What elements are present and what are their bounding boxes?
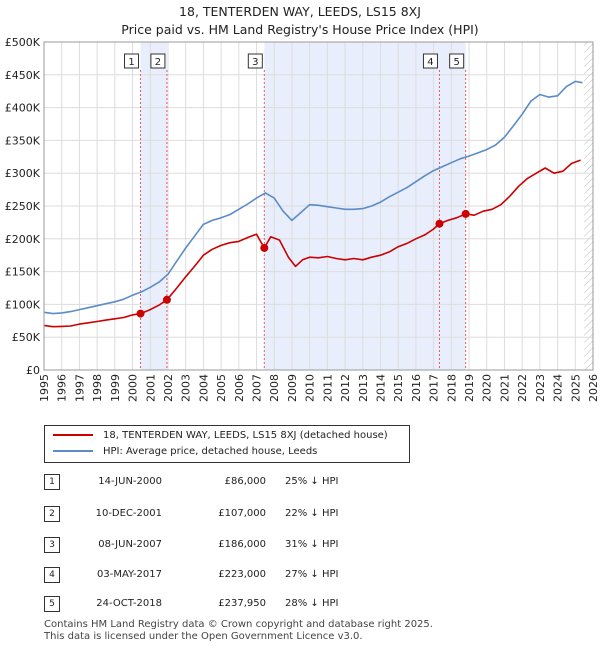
sale-hpi-diff: 25% ↓ HPI <box>285 476 339 487</box>
sale-marker-label: 4 <box>427 57 433 68</box>
sale-row: 3 08-JUN-2007 £186,000 31% ↓ HPI <box>0 537 600 553</box>
sale-date: 24-OCT-2018 <box>96 598 162 609</box>
sale-row: 1 14-JUN-2000 £86,000 25% ↓ HPI <box>0 474 600 490</box>
sale-price: £237,950 <box>218 598 266 609</box>
sale-point <box>260 243 269 252</box>
footer-copyright: Contains HM Land Registry data © Crown c… <box>44 619 433 630</box>
x-tick-label: 2008 <box>268 374 281 402</box>
x-tick-label: 2014 <box>374 374 387 402</box>
sale-number-badge: 4 <box>44 567 60 583</box>
sale-marker-label: 3 <box>252 57 258 68</box>
x-tick-label: 2026 <box>587 374 600 402</box>
hpi-line <box>43 80 583 315</box>
sale-number-badge: 2 <box>44 506 60 522</box>
x-tick-label: 2010 <box>304 374 317 402</box>
sale-number-badge: 1 <box>44 474 60 490</box>
x-tick-label: 2004 <box>197 374 210 402</box>
x-tick-label: 2013 <box>357 374 370 402</box>
y-tick-label: £300K <box>5 167 41 180</box>
y-tick-label: £400K <box>5 102 41 115</box>
x-tick-label: 2000 <box>127 374 140 402</box>
x-tick-label: 2001 <box>144 374 157 402</box>
y-tick-label: £200K <box>5 233 41 246</box>
sale-date: 03-MAY-2017 <box>96 569 162 580</box>
x-tick-label: 2015 <box>392 374 405 402</box>
legend-label-property: 18, TENTERDEN WAY, LEEDS, LS15 8XJ (deta… <box>103 430 388 441</box>
x-tick-label: 2021 <box>498 374 511 402</box>
x-tick-label: 1997 <box>73 374 86 402</box>
x-tick-label: 2022 <box>516 374 529 402</box>
sale-row: 5 24-OCT-2018 £237,950 28% ↓ HPI <box>0 596 600 612</box>
footer: Contains HM Land Registry data © Crown c… <box>44 619 433 643</box>
price-chart: 1 2 3 4 5 £0 £50K £100K £150K £200K £250K £300K £35… <box>5 36 600 402</box>
y-tick-label: £0 <box>26 364 40 377</box>
footer-licence: This data is licensed under the Open Gov… <box>44 631 363 642</box>
plot-frame <box>43 41 594 371</box>
sale-point <box>136 309 145 318</box>
y-tick-label: £500K <box>5 36 41 49</box>
legend-swatch-hpi <box>53 450 93 452</box>
sale-hpi-diff: 27% ↓ HPI <box>285 569 339 580</box>
x-tick-label: 1998 <box>91 374 104 402</box>
sale-marker-badge <box>449 53 465 69</box>
sale-marker-label: 2 <box>155 57 161 68</box>
sale-number-badge: 5 <box>44 596 60 612</box>
sale-point <box>461 209 470 218</box>
sale-date: 10-DEC-2001 <box>95 508 162 519</box>
x-tick-label: 2009 <box>286 374 299 402</box>
x-tick-label: 1999 <box>109 374 122 402</box>
sale-marker-badge <box>247 53 263 69</box>
sale-point <box>162 295 171 304</box>
x-tick-label: 2011 <box>321 374 334 402</box>
legend-swatch-property <box>53 434 93 436</box>
sale-marker-label: 1 <box>128 57 134 68</box>
x-tick-label: 2025 <box>569 374 582 402</box>
sale-marker-badge <box>150 53 166 69</box>
x-tick-label: 2005 <box>215 374 228 402</box>
y-tick-label: £100K <box>5 298 41 311</box>
x-tick-label: 2017 <box>428 374 441 402</box>
sale-marker-badge <box>422 53 438 69</box>
sale-marker-badge <box>124 53 140 69</box>
x-tick-label: 2006 <box>233 374 246 402</box>
x-tick-label: 2020 <box>481 374 494 402</box>
y-tick-label: £350K <box>5 134 41 147</box>
x-tick-label: 1996 <box>56 374 69 402</box>
x-tick-label: 2023 <box>534 374 547 402</box>
sale-hpi-diff: 22% ↓ HPI <box>285 508 339 519</box>
legend-item-property: 18, TENTERDEN WAY, LEEDS, LS15 8XJ (deta… <box>53 429 388 443</box>
sale-row: 2 10-DEC-2001 £107,000 22% ↓ HPI <box>0 506 600 522</box>
x-tick-label: 2019 <box>463 374 476 402</box>
x-tick-label: 2018 <box>445 374 458 402</box>
sale-price: £86,000 <box>224 476 266 487</box>
legend-label-hpi: HPI: Average price, detached house, Leed… <box>103 446 318 457</box>
x-tick-label: 2016 <box>410 374 423 402</box>
legend-item-hpi: HPI: Average price, detached house, Leed… <box>53 445 317 459</box>
sale-price: £107,000 <box>218 508 266 519</box>
x-tick-label: 2024 <box>552 374 565 402</box>
sale-row: 4 03-MAY-2017 £223,000 27% ↓ HPI <box>0 567 600 583</box>
property-price-line <box>43 159 581 328</box>
sale-point <box>435 219 444 228</box>
chart-subtitle: Price paid vs. HM Land Registry's House … <box>121 22 479 37</box>
chart-legend: 18, TENTERDEN WAY, LEEDS, LS15 8XJ (deta… <box>44 425 410 463</box>
x-tick-label: 2012 <box>339 374 352 402</box>
y-tick-label: £450K <box>5 69 41 82</box>
y-tick-label: £150K <box>5 266 41 279</box>
sale-number-badge: 3 <box>44 537 60 553</box>
sale-date: 08-JUN-2007 <box>98 539 162 550</box>
sale-price: £186,000 <box>218 539 266 550</box>
x-tick-label: 2003 <box>180 374 193 402</box>
x-tick-label: 2007 <box>251 374 264 402</box>
y-tick-label: £50K <box>12 331 41 344</box>
sale-hpi-diff: 31% ↓ HPI <box>285 539 339 550</box>
y-tick-label: £250K <box>5 200 41 213</box>
x-tick-label: 1995 <box>38 374 51 402</box>
sale-price: £223,000 <box>218 569 266 580</box>
sale-hpi-diff: 28% ↓ HPI <box>285 598 339 609</box>
chart-title: 18, TENTERDEN WAY, LEEDS, LS15 8XJ <box>179 4 421 19</box>
x-tick-label: 2002 <box>162 374 175 402</box>
sale-marker-label: 5 <box>453 57 459 68</box>
sale-date: 14-JUN-2000 <box>98 476 162 487</box>
